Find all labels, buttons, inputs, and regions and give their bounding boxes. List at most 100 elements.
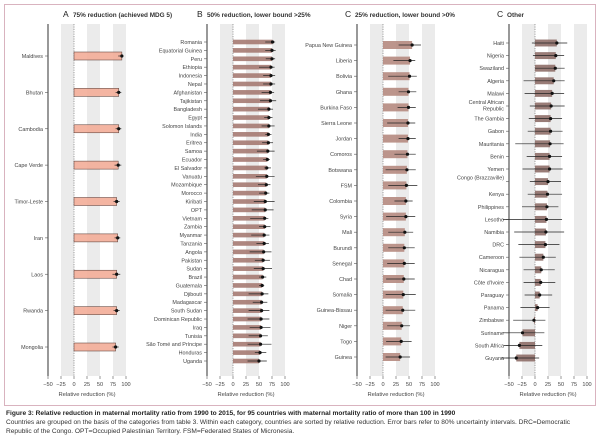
value-bar [233, 64, 271, 70]
point-estimate [117, 90, 121, 94]
point-estimate [263, 216, 267, 220]
point-estimate [404, 215, 408, 219]
data-row: Jordan [336, 134, 416, 143]
x-tick-label: 25 [84, 382, 90, 388]
x-tick-label: 100 [430, 382, 439, 388]
country-label: Togo [340, 339, 352, 345]
data-row: Morocco [181, 190, 270, 197]
data-row: Papua New Guinea [305, 41, 421, 49]
data-row: Nicaragua [479, 266, 555, 274]
point-estimate [263, 199, 267, 204]
data-row: Algeria [487, 77, 565, 85]
point-estimate [405, 168, 409, 172]
point-estimate [261, 258, 265, 262]
value-bar [233, 316, 262, 322]
country-label: Ethiopia [183, 65, 202, 71]
data-row: Uganda [183, 358, 267, 365]
value-bar [73, 269, 117, 279]
panel-a: A 75% reduction (achieved MDG 5) −50 −25 0 25… [14, 9, 172, 398]
data-row: Honduras [179, 350, 267, 357]
country-label: Iraq [193, 325, 202, 331]
data-row: South Sudan [171, 308, 270, 315]
panel-title: 50% reduction, lower bound >25% [207, 12, 311, 19]
point-estimate [399, 339, 403, 343]
value-bar [233, 132, 269, 137]
grid-band [220, 24, 233, 376]
point-estimate [115, 309, 119, 313]
country-label: Mozambique [171, 183, 202, 189]
point-estimate [260, 300, 264, 304]
data-row: Guinea [335, 353, 411, 361]
x-tick-label: 0 [381, 382, 384, 388]
data-row: Comoros [330, 150, 416, 159]
data-row: Cambodia [18, 124, 122, 134]
country-label: Colombia [329, 199, 352, 205]
value-bar [233, 341, 261, 347]
x-tick-label: −50 [504, 382, 514, 388]
data-row: Iran [34, 233, 121, 243]
value-bar [233, 308, 262, 313]
point-estimate [549, 117, 553, 121]
value-bar [233, 249, 264, 255]
country-label: Syria [340, 215, 352, 221]
data-row: Laos [31, 269, 121, 279]
data-row: Burkina Faso [320, 103, 416, 112]
country-label: Zimbabwe [479, 318, 504, 324]
data-row: DRC [492, 241, 560, 249]
value-bar [233, 148, 268, 154]
country-label: Cambodia [18, 127, 43, 133]
point-estimate [262, 241, 266, 246]
point-estimate [270, 57, 274, 61]
country-label: Tajikistan [180, 99, 202, 105]
value-bar [73, 306, 117, 315]
country-label: India [190, 132, 202, 138]
country-label: The Gambia [474, 117, 504, 123]
country-label: Solomon Islands [162, 124, 202, 130]
data-row: South Africa [475, 341, 543, 349]
country-label: Paraguay [481, 293, 504, 299]
value-bar [73, 51, 123, 61]
grid-band [422, 24, 435, 376]
point-estimate [259, 325, 263, 330]
value-bar [233, 215, 265, 221]
country-label: Tunisia [185, 334, 202, 340]
point-estimate [116, 236, 120, 240]
value-bar [233, 350, 261, 355]
country-label: OPT [191, 208, 203, 214]
data-row: Yemen [487, 165, 563, 173]
point-estimate [538, 293, 542, 297]
data-row: India [190, 132, 272, 138]
figure-caption: Figure 3: Relative reduction in maternal… [6, 409, 596, 436]
value-bar [73, 160, 119, 170]
x-tick-label: 50 [256, 382, 262, 388]
panel-letter: A [63, 9, 69, 19]
caption-text: Countries are grouped on the basis of th… [6, 419, 571, 435]
country-label: Maldives [22, 54, 44, 60]
data-row: Benin [490, 152, 563, 160]
point-estimate [261, 267, 265, 271]
point-estimate [546, 180, 550, 184]
panels: A 75% reduction (achieved MDG 5)−50 −25 0 25… [14, 9, 591, 398]
country-label: Samoa [185, 149, 202, 155]
data-row: Kenya [489, 190, 563, 198]
country-label: Nepal [188, 82, 202, 88]
value-bar [233, 241, 265, 246]
point-estimate [262, 233, 266, 237]
country-label: Egypt [188, 116, 202, 122]
data-row: Kiribati [186, 199, 275, 206]
country-label: Mauritania [479, 142, 504, 148]
value-bar [233, 106, 269, 112]
point-estimate [545, 192, 550, 196]
value-bar [73, 342, 116, 352]
country-label: Somalia [333, 293, 352, 299]
country-label: Mali [342, 230, 352, 236]
x-tick-label: 0 [533, 382, 536, 388]
point-estimate [402, 277, 406, 281]
country-label: Niger [339, 324, 352, 330]
country-label: Vanuatu [182, 174, 202, 180]
country-label: Afghanistan [174, 90, 202, 96]
x-tick-label: −50 [352, 382, 362, 388]
data-row: Congo (Brazzaville) [457, 176, 561, 186]
country-label: Senegal [332, 261, 352, 267]
value-bar [233, 224, 265, 229]
